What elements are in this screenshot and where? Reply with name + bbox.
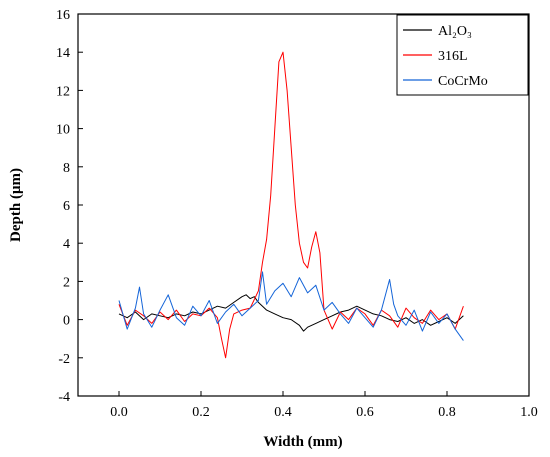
x-tick-label: 0.0 (110, 405, 128, 420)
x-tick-label: 0.6 (356, 405, 374, 420)
y-tick-label: -4 (58, 390, 70, 405)
y-tick-label: 0 (63, 314, 70, 329)
y-tick-label: 10 (56, 123, 70, 138)
y-tick-label: 6 (63, 199, 70, 214)
legend-label-2: CoCrMo (438, 74, 488, 89)
y-tick-label: 4 (63, 237, 70, 252)
x-tick-label: 1.0 (520, 405, 538, 420)
legend-label-0: Al₂O₃ (438, 24, 472, 39)
ticks-layer: 0.0 0.2 0.4 0.6 0.8 1.0 -4 -2 0 2 4 6 8 10 12 14 16 (56, 8, 538, 420)
legend-label-1: 316L (438, 49, 468, 64)
y-tick-label: 14 (56, 46, 70, 61)
y-tick-label: 8 (63, 161, 70, 176)
series-line-2 (118, 271, 464, 341)
x-axis-label: Width (mm) (263, 434, 342, 450)
series-layer (118, 51, 464, 359)
y-tick-label: 16 (56, 8, 70, 23)
y-axis-label: Depth (μm) (8, 168, 24, 242)
x-tick-label: 0.2 (192, 405, 210, 420)
y-tick-label: -2 (58, 352, 70, 367)
series-line-1 (118, 51, 464, 359)
x-tick-label: 0.8 (438, 405, 456, 420)
legend: Al₂O₃ 316L CoCrMo (396, 14, 529, 96)
x-tick-label: 0.4 (274, 405, 292, 420)
y-tick-label: 12 (56, 84, 70, 99)
y-tick-label: 2 (63, 275, 70, 290)
